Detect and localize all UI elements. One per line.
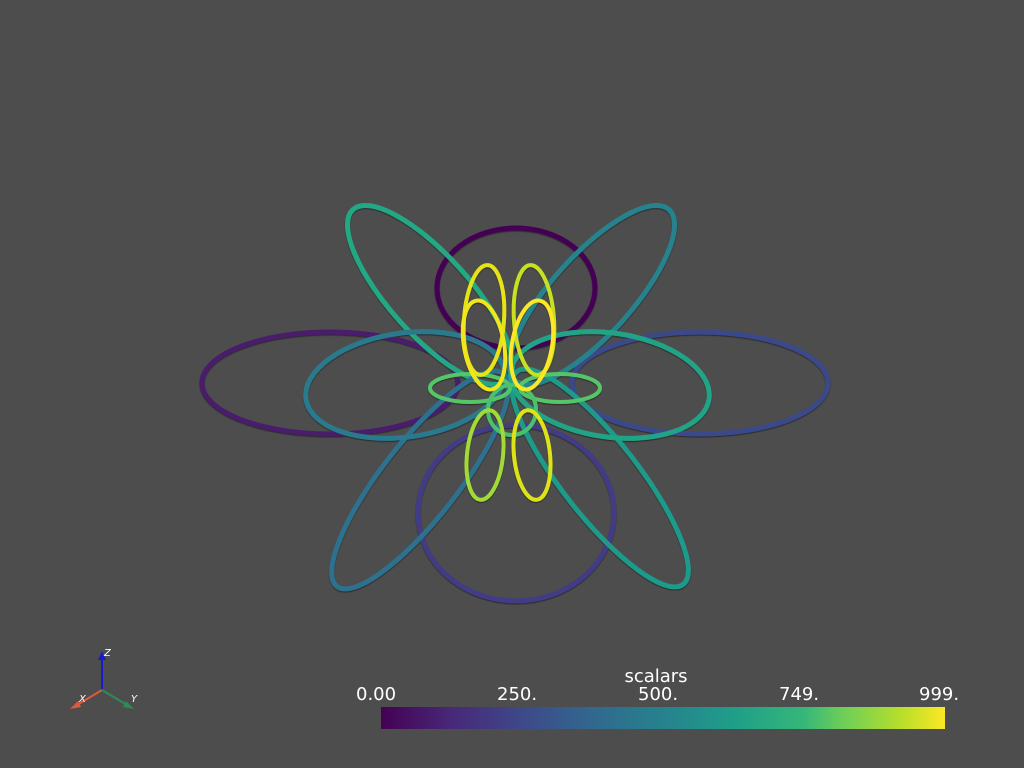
scalar-bar-tick-2: 500.: [638, 684, 679, 705]
orientation-axes-widget: Z X Y: [70, 648, 138, 709]
scalar-bar-gradient: [381, 707, 945, 729]
y-axis-label: Y: [131, 694, 138, 705]
x-axis-line: [76, 689, 103, 706]
scalar-bar-title: scalars: [624, 666, 688, 687]
loop-right-outer: [569, 329, 831, 437]
z-axis-arrow-icon: [98, 651, 106, 660]
y-axis-line: [101, 689, 128, 706]
loop-lower-right-diag: [509, 366, 691, 590]
loop-yellow-mid-left: [460, 298, 508, 392]
x-axis-label: X: [78, 694, 87, 705]
x-axis-arrow-icon: [70, 701, 81, 709]
scalar-bar-tick-1: 250.: [497, 684, 538, 705]
loop-top: [434, 225, 598, 351]
loop-yellow-lower-right: [511, 408, 553, 502]
loop-yellow-mid-right: [508, 298, 556, 392]
loop-left-outer: [199, 329, 461, 437]
scalar-bar-tick-3: 749.: [779, 684, 820, 705]
scalar-bar-tick-4: 999.: [919, 684, 960, 705]
loop-bottom: [415, 422, 617, 604]
loop-yellow-lower-left: [464, 408, 506, 502]
scalar-bar-tick-0: 0.00: [356, 684, 397, 705]
loop-petal-left: [428, 372, 512, 404]
scalar-bar: scalars 0.00 250. 500. 749. 999.: [350, 664, 970, 734]
z-axis-label: Z: [103, 648, 112, 659]
y-axis-arrow-icon: [123, 701, 134, 709]
